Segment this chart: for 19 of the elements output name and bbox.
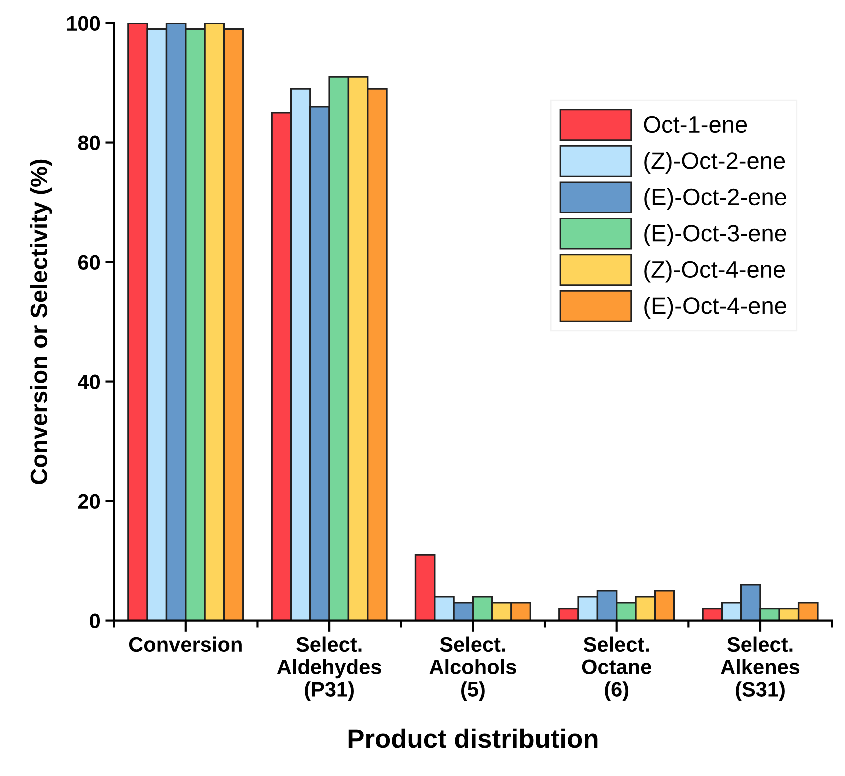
legend-label: (Z)-Oct-4-ene: [644, 260, 786, 283]
legend-label: (E)-Oct-4-ene: [644, 296, 786, 319]
y-tick-label: 80: [78, 136, 100, 151]
legend-label: Oct-1-ene: [644, 116, 748, 134]
y-tick-label: 0: [90, 614, 100, 629]
y-tick-label: 40: [78, 374, 100, 390]
legend-label: (E)-Oct-2-ene: [644, 188, 786, 210]
x-tick-label: Conversion: [129, 636, 242, 652]
legend-label: (Z)-Oct-2-ene: [644, 152, 786, 174]
x-tick-label: Select. Alkenes (S31): [721, 636, 800, 702]
x-tick-label: Select. Octane (6): [582, 636, 652, 702]
y-tick-label: 60: [78, 255, 100, 270]
y-axis-title: Conversion or Selectivity (%): [30, 160, 52, 484]
x-axis-title: Product distribution: [348, 728, 598, 748]
legend-label: (E)-Oct-3-ene: [644, 224, 786, 246]
x-tick-label: Select. Alcohols (5): [430, 636, 516, 702]
x-tick-label: Select. Aldehydes (P31): [277, 636, 382, 702]
y-tick-label: 100: [67, 16, 100, 32]
y-tick-label: 20: [78, 494, 100, 510]
